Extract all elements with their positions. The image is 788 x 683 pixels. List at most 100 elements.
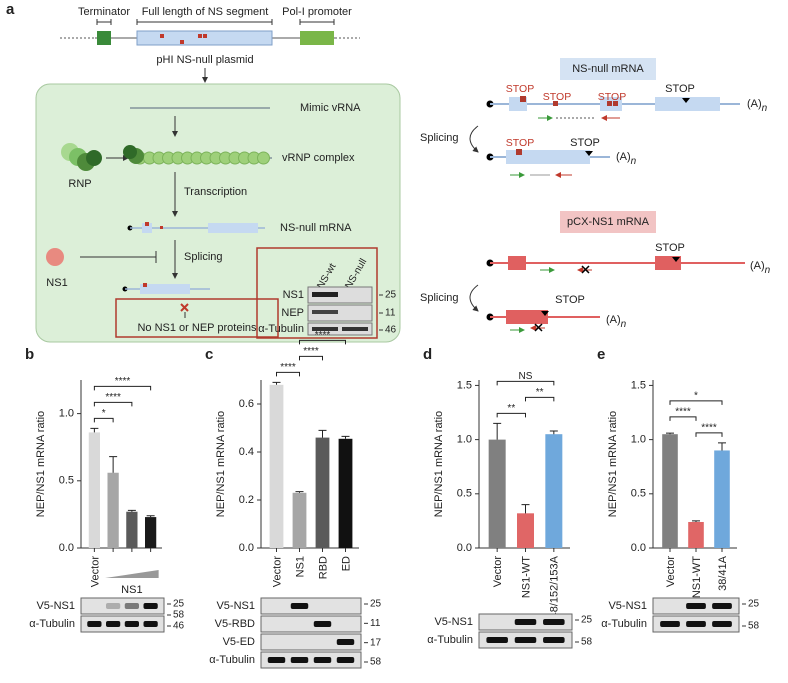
panel-label: a [6, 1, 15, 18]
label: pCX-NS1 mRNA [567, 216, 650, 228]
marker: 25 [748, 599, 760, 610]
poly-a: (A) [606, 314, 621, 326]
x-tick-label: Vector [271, 556, 283, 588]
sig-label: ** [507, 403, 515, 414]
label: pHI NS-null plasmid [156, 54, 253, 66]
marker: 46 [385, 325, 397, 336]
band [543, 637, 565, 643]
y-tick-label: 1.5 [457, 379, 472, 391]
sig-label: **** [701, 423, 717, 434]
row-label: V5-NS1 [216, 600, 255, 612]
rnp [61, 143, 102, 171]
label-box [560, 211, 656, 233]
y-tick-label: 0.5 [59, 475, 74, 487]
y-axis-label: NEP/NS1 mRNA ratio [215, 411, 227, 517]
stop: STOP [665, 83, 695, 95]
poly-a: (A)n [750, 260, 771, 276]
stop: STOP [598, 91, 626, 103]
marker: 11 [385, 308, 396, 319]
y-tick-label: 0.0 [457, 542, 472, 554]
error-bar [341, 435, 350, 439]
error-bar [127, 509, 136, 512]
stop: STOP [655, 242, 685, 254]
band [124, 621, 139, 627]
stop: STOP [555, 294, 585, 306]
error-bar [272, 381, 281, 385]
band [87, 621, 102, 627]
sig-bracket [695, 432, 723, 437]
poly-a: (A)n [606, 314, 627, 330]
error-bar [109, 456, 118, 473]
poly-a: (A)n [747, 98, 768, 114]
sig-label: ** [536, 387, 544, 398]
np [123, 145, 137, 159]
label: NS-null mRNA [572, 63, 644, 75]
stop: STOP [543, 91, 571, 103]
panel-label: e [597, 346, 605, 363]
error-bar [666, 432, 674, 435]
stop: STOP [506, 83, 534, 95]
y-tick-label: 0.0 [59, 542, 74, 554]
y-tick-label: 0.6 [239, 398, 254, 410]
blot-row [260, 597, 362, 615]
stop: STOP [506, 137, 534, 149]
error-bar [493, 422, 502, 440]
y-axis-label: NEP/NS1 mRNA ratio [35, 411, 47, 517]
label: NS-null mRNA [280, 222, 352, 234]
bar [517, 513, 534, 548]
label: Splicing [184, 251, 223, 263]
y-axis-label: NEP/NS1 mRNA ratio [433, 411, 445, 517]
spliced-mrna [486, 149, 610, 178]
y-tick-label: 0.2 [239, 494, 254, 506]
marker: 46 [173, 621, 185, 632]
band [712, 603, 732, 609]
band [514, 619, 537, 625]
ns1-icon [46, 248, 64, 266]
band [124, 603, 139, 609]
bar [688, 521, 704, 548]
panel-label: c [205, 346, 213, 363]
sig-label: * [694, 391, 698, 402]
panel-label: b [25, 346, 34, 363]
marker: 58 [173, 610, 185, 621]
error-bar [146, 515, 155, 518]
x-tick-label: Vector [89, 556, 101, 588]
poly-a-sub: n [765, 265, 771, 276]
band [712, 621, 732, 627]
label: Mimic vRNA [300, 102, 361, 114]
band [543, 619, 565, 625]
y-tick-label: 1.5 [631, 379, 646, 391]
row-label: V5-NS1 [36, 600, 75, 612]
row-label: α-Tubulin [258, 323, 304, 335]
x-tick-label: 38/41A [717, 555, 729, 591]
label: vRNP complex [282, 152, 355, 164]
poly-a: (A) [616, 151, 631, 163]
marker: 58 [581, 637, 593, 648]
sig-label: **** [675, 407, 691, 418]
sig-label: **** [105, 392, 121, 403]
sig-label: **** [303, 346, 319, 357]
marker: 25 [385, 290, 397, 301]
row-label: α-Tubulin [427, 634, 473, 646]
band [336, 639, 355, 645]
blot-row [260, 651, 362, 669]
x-tick-label: Vector [665, 556, 677, 588]
error-bar [295, 491, 304, 493]
band [106, 603, 121, 609]
label: Terminator [78, 6, 130, 18]
y-tick-label: 0.4 [239, 446, 254, 458]
spliced-mrna [486, 310, 600, 333]
y-tick-label: 0.0 [239, 542, 254, 554]
band [660, 621, 680, 627]
band [267, 657, 286, 663]
bar [714, 450, 730, 548]
np [257, 151, 270, 165]
x-tick-label: ED [340, 556, 352, 571]
row-label: α-Tubulin [29, 618, 75, 630]
error-bar [318, 429, 327, 438]
bar [145, 517, 157, 548]
poly-a: (A) [750, 260, 765, 272]
stop: STOP [570, 137, 600, 149]
row-label: NEP [281, 307, 304, 319]
